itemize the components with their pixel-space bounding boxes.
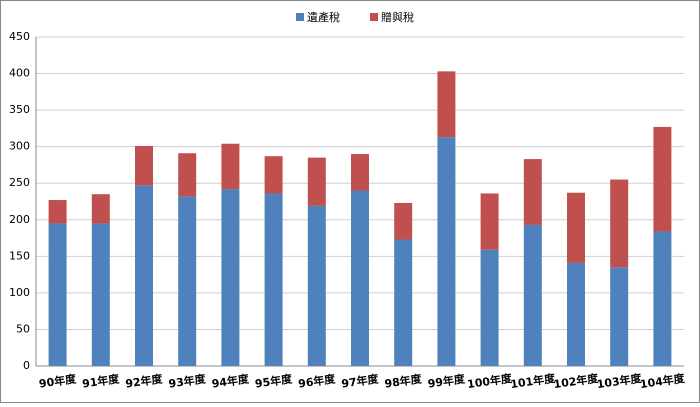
x-tick-label: 90年度 — [38, 371, 78, 390]
bar-segment — [523, 159, 542, 225]
x-tick-label: 97年度 — [340, 371, 380, 390]
x-tick-label: 92年度 — [124, 371, 164, 390]
x-tick-label: 102年度 — [553, 371, 600, 391]
bar-segment — [480, 193, 499, 250]
y-tick-label: 50 — [16, 322, 30, 335]
bar-segment — [437, 137, 456, 366]
x-tick-label: 91年度 — [81, 371, 121, 390]
bar-segment — [221, 189, 240, 366]
bar-segment — [394, 239, 413, 366]
bar-segment — [91, 194, 110, 224]
y-tick-label: 400 — [9, 67, 30, 80]
bar-segment — [567, 262, 585, 366]
y-tick-label: 350 — [9, 103, 30, 116]
bar-segment — [264, 156, 283, 194]
x-tick-label: 94年度 — [211, 371, 251, 390]
bar-segment — [221, 143, 240, 190]
bar-segment — [523, 224, 542, 366]
bar-segment — [135, 185, 153, 366]
legend-swatch — [370, 13, 378, 21]
bar-segment — [610, 179, 629, 268]
bar-segment — [178, 153, 197, 197]
bar-segment — [264, 193, 283, 366]
y-tick-label: 300 — [9, 140, 30, 153]
bar-segment — [610, 267, 629, 366]
legend-label: 遺產稅 — [307, 10, 340, 24]
x-tick-label: 95年度 — [254, 371, 294, 390]
bar-segment — [351, 190, 369, 366]
bar-segment — [480, 249, 499, 366]
bar-segment — [178, 196, 197, 366]
bar-segment — [135, 145, 153, 186]
bar-segment — [351, 153, 369, 191]
bar-segment — [653, 231, 672, 366]
bar-segment — [437, 71, 456, 138]
y-tick-label: 450 — [9, 30, 30, 43]
y-tick-label: 0 — [23, 359, 30, 372]
bar-segment — [307, 157, 326, 206]
bar-segment — [91, 223, 110, 366]
y-tick-label: 200 — [9, 213, 30, 226]
y-tick-label: 250 — [9, 176, 30, 189]
x-tick-label: 99年度 — [427, 371, 467, 390]
bar-segment — [307, 205, 326, 366]
x-tick-label: 93年度 — [168, 371, 208, 390]
bar-segment — [48, 223, 67, 366]
x-tick-label: 103年度 — [596, 371, 643, 391]
x-tick-label: 98年度 — [384, 371, 424, 390]
bar-segment — [48, 200, 67, 224]
x-tick-label: 101年度 — [509, 371, 556, 391]
x-tick-label: 104年度 — [639, 371, 686, 391]
legend-swatch — [296, 13, 304, 21]
legend-label: 贈與稅 — [381, 10, 414, 24]
x-tick-label: 100年度 — [466, 371, 513, 391]
y-tick-label: 100 — [9, 286, 30, 299]
y-tick-label: 150 — [9, 249, 30, 262]
bar-segment — [567, 192, 585, 263]
bar-segment — [653, 126, 672, 232]
x-tick-label: 96年度 — [297, 371, 337, 390]
bar-segment — [394, 202, 413, 240]
